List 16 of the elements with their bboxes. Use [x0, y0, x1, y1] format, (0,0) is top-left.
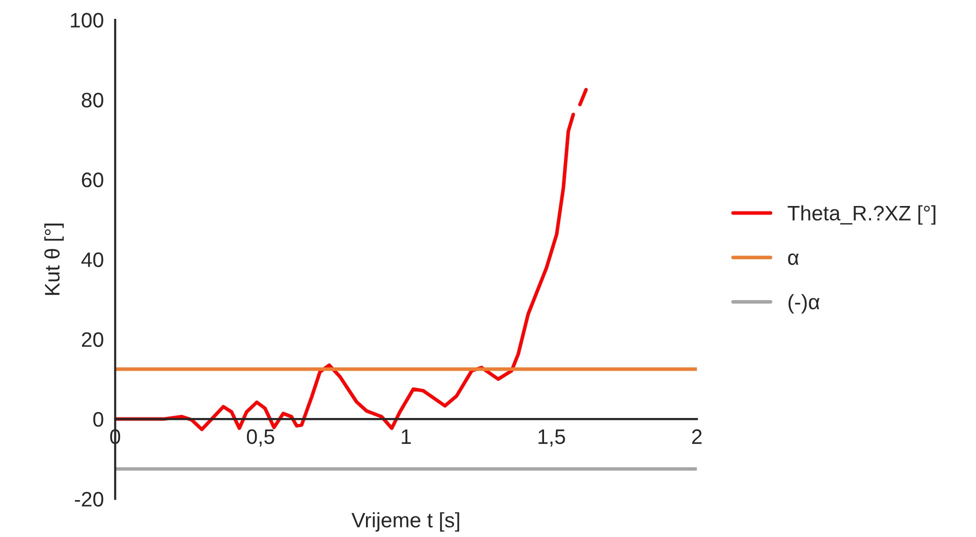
x-tick-label: 1,5	[538, 430, 566, 447]
legend-label: α	[788, 254, 799, 265]
y-tick-label: -20	[74, 492, 104, 507]
x-axis-title: Vrijeme t [s]	[352, 512, 460, 532]
y-tick-label: 20	[82, 332, 104, 347]
y-tick-label: 80	[82, 92, 104, 108]
x-tick-label: 2	[692, 429, 702, 444]
y-tick-label: 40	[81, 252, 104, 268]
y-axis-title: Kut θ [°]	[44, 224, 64, 295]
y-tick-label: 0	[93, 412, 104, 427]
x-tick-label: 0,5	[246, 429, 274, 447]
legend-label: (-)α	[788, 294, 820, 314]
x-tick-label: 1	[402, 430, 411, 444]
y-tick-label: 100	[70, 12, 104, 28]
legend-label: Theta_R.?XZ [°]	[788, 205, 936, 225]
y-tick-label: 60	[82, 172, 104, 188]
